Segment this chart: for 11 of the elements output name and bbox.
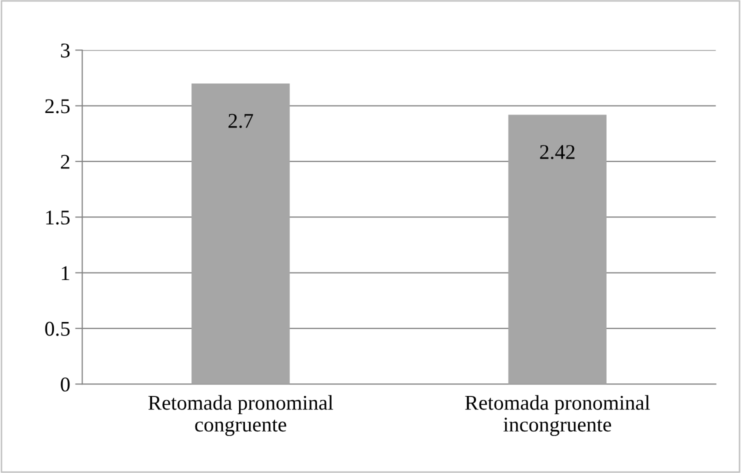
y-tick-label: 0.5 xyxy=(45,322,70,336)
x-tick-label: Retomada pronominal incongruente xyxy=(465,395,650,436)
y-tick-label: 2.5 xyxy=(45,99,70,114)
y-tick-label: 3 xyxy=(61,44,70,58)
x-tick-label: Retomada pronominal congruente xyxy=(148,395,334,436)
y-tick-label: 2 xyxy=(60,154,70,169)
data-label: 2.7 xyxy=(228,114,254,128)
y-tick-label: 0 xyxy=(60,377,70,392)
data-label: 2.42 xyxy=(540,145,574,160)
y-tick-label: 1 xyxy=(62,266,70,280)
y-tick-label: 1.5 xyxy=(46,210,70,225)
